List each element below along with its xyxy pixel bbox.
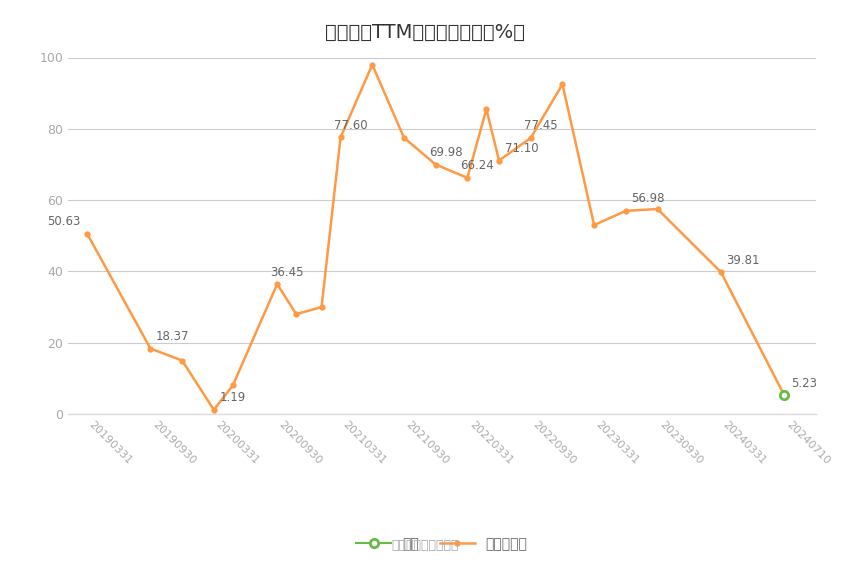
行业中位数 <box>481 106 491 113</box>
行业中位数 <box>462 174 473 181</box>
行业中位数 <box>228 382 238 389</box>
行业中位数 <box>653 205 663 212</box>
行业中位数 <box>145 345 156 352</box>
Text: 18.37: 18.37 <box>156 330 190 343</box>
Text: 69.98: 69.98 <box>428 146 462 159</box>
行业中位数 <box>399 134 409 141</box>
Text: 77.45: 77.45 <box>524 120 558 132</box>
行业中位数 <box>620 208 631 214</box>
行业中位数 <box>336 134 346 141</box>
Text: 77.60: 77.60 <box>334 119 367 132</box>
行业中位数 <box>291 310 301 317</box>
行业中位数 <box>525 135 536 141</box>
Text: 56.98: 56.98 <box>632 192 665 205</box>
行业中位数 <box>589 221 599 228</box>
行业中位数 <box>494 157 504 164</box>
Text: 66.24: 66.24 <box>461 159 494 172</box>
行业中位数 <box>779 392 790 399</box>
行业中位数 <box>177 357 187 364</box>
Line: 行业中位数: 行业中位数 <box>85 62 787 412</box>
Text: 50.63: 50.63 <box>47 215 80 228</box>
Text: 5.23: 5.23 <box>791 377 817 390</box>
行业中位数 <box>558 81 568 87</box>
行业中位数 <box>82 230 92 237</box>
行业中位数 <box>209 407 219 413</box>
Text: 市销率（TTM）历史百分位（%）: 市销率（TTM）历史百分位（%） <box>325 23 525 42</box>
Legend: 公司, 行业中位数: 公司, 行业中位数 <box>351 532 533 557</box>
行业中位数 <box>367 61 377 68</box>
Text: 71.10: 71.10 <box>505 142 538 155</box>
行业中位数 <box>431 161 441 168</box>
Text: 数据来源：恒生聚源: 数据来源：恒生聚源 <box>391 539 459 552</box>
Text: 36.45: 36.45 <box>270 266 303 278</box>
Text: 39.81: 39.81 <box>727 254 760 267</box>
行业中位数 <box>716 269 726 275</box>
行业中位数 <box>316 304 326 310</box>
行业中位数 <box>272 281 282 288</box>
Text: 1.19: 1.19 <box>219 391 246 404</box>
